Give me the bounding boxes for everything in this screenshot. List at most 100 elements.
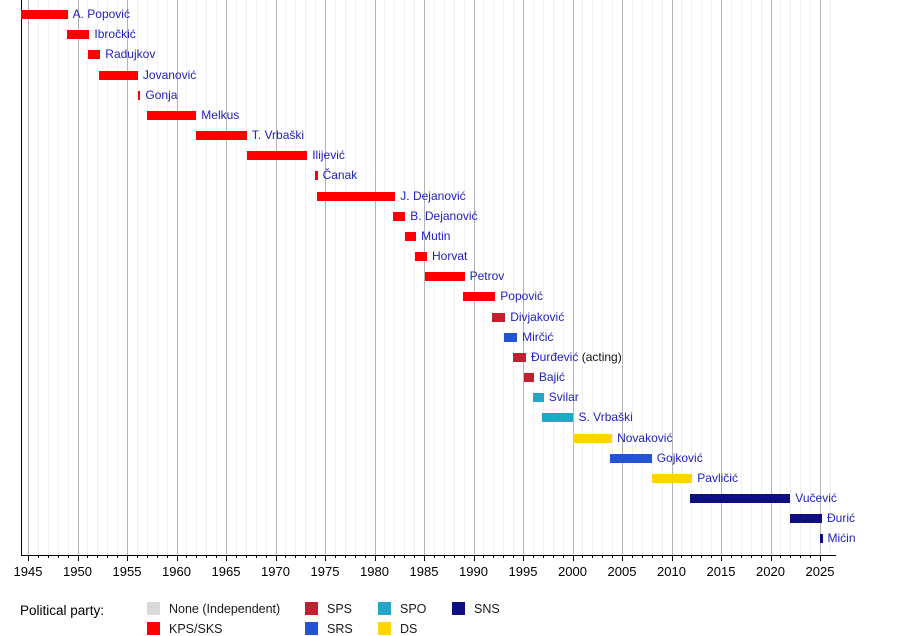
x-axis-minor-tick	[503, 555, 505, 558]
mayor-label: Vučević	[795, 491, 837, 506]
x-axis-minor-tick	[186, 555, 188, 558]
gridline-minor	[87, 0, 89, 555]
term-bar	[504, 332, 518, 342]
gridline-minor	[483, 0, 485, 555]
mayor-name: Horvat	[432, 249, 468, 263]
gridline-major	[523, 0, 524, 555]
x-axis-minor-tick	[47, 555, 49, 558]
gridline-major	[770, 0, 772, 555]
chart-plot-area: 1945 1950 1955 1960 1965 1970 1975 1980 1985 1990…	[14, 0, 856, 579]
x-axis-major-tick	[770, 555, 772, 561]
mayor-name: Popović	[500, 289, 543, 304]
x-axis-tick-label: 1995	[508, 564, 538, 579]
gridline-minor	[800, 0, 802, 555]
x-axis-minor-tick	[166, 555, 168, 558]
mayor-label: Melkus	[201, 108, 239, 123]
mayor-label: Jovanović	[143, 68, 196, 83]
mayor-label: Popović	[500, 289, 543, 304]
x-axis-minor-tick	[255, 555, 257, 558]
x-axis-tick-label: 1980	[360, 564, 389, 579]
gridline-minor	[196, 0, 198, 555]
x-axis-minor-tick	[265, 555, 267, 558]
gridline-minor	[394, 0, 396, 555]
term-bar	[425, 272, 465, 282]
gridline-major	[572, 0, 574, 555]
mayor-label: Ibročkić	[94, 27, 135, 42]
x-axis-tick-label: 2020	[756, 564, 785, 579]
x-axis-minor-tick	[463, 555, 465, 558]
gridline-minor	[661, 0, 663, 555]
gridline-minor	[740, 0, 742, 555]
mayor-label: Novaković	[617, 431, 672, 446]
x-axis-minor-tick	[760, 555, 762, 558]
mayor-name: B. Dejanović	[410, 208, 478, 223]
gridline-major	[127, 0, 128, 555]
gridline-minor	[305, 0, 307, 555]
x-axis-minor-tick	[453, 555, 455, 558]
mayor-label: Đurić	[827, 511, 855, 526]
gridline-minor	[493, 0, 495, 555]
x-axis-minor-tick	[87, 555, 89, 558]
x-axis-major-tick	[77, 555, 79, 561]
gridline-minor	[730, 0, 732, 555]
mayor-name: Svilar	[548, 390, 579, 405]
legend-label-srs: SRS	[327, 621, 353, 636]
term-bar	[146, 110, 197, 120]
mayor-name-suffix: (acting)	[578, 349, 622, 364]
gridline-minor	[582, 0, 584, 555]
x-axis-minor-tick	[433, 555, 435, 558]
x-axis-minor-tick	[404, 555, 406, 558]
gridline-minor	[532, 0, 534, 555]
x-axis-tick-label: 2000	[558, 564, 587, 579]
mayor-name: Ilijević	[312, 148, 345, 163]
mayor-label: Gonja	[145, 88, 177, 103]
gridline-minor	[47, 0, 49, 555]
x-axis-major-tick	[721, 555, 722, 561]
x-axis-major-tick	[424, 555, 425, 561]
x-axis-minor-tick	[196, 555, 198, 558]
gridline-minor	[691, 0, 693, 555]
x-axis-minor-tick	[57, 555, 59, 558]
mayor-name: S. Vrbaški	[578, 410, 633, 425]
x-axis-tick-label: 1950	[63, 564, 92, 579]
mayor-name: Mirčić	[522, 329, 554, 344]
legend-swatch-sns	[452, 602, 465, 615]
mayor-label: Svilar	[549, 390, 579, 405]
x-axis-minor-tick	[681, 555, 683, 558]
gridline-minor	[354, 0, 356, 555]
legend-label-sns: SNS	[474, 602, 500, 616]
mayor-label: Bajić	[539, 370, 565, 385]
x-axis-minor-tick	[136, 555, 138, 558]
x-axis-minor-tick	[443, 555, 445, 558]
x-axis-minor-tick	[146, 555, 148, 558]
x-axis-minor-tick	[701, 555, 703, 558]
term-bar	[572, 433, 613, 443]
gridline-minor	[107, 0, 109, 555]
gridline-minor	[384, 0, 386, 555]
term-bar	[196, 131, 247, 140]
gridline-minor	[503, 0, 505, 555]
x-axis-minor-tick	[384, 555, 386, 558]
gridline-minor	[760, 0, 762, 555]
gridline-minor	[711, 0, 713, 555]
gridline-major	[325, 0, 326, 555]
x-axis-line	[21, 555, 836, 556]
x-axis-major-tick	[523, 555, 524, 561]
mayor-label: Ilijević	[312, 148, 345, 163]
gridline-minor	[592, 0, 594, 555]
mayor-name: A. Popović	[72, 7, 130, 21]
x-axis-minor-tick	[305, 555, 307, 558]
x-axis-major-tick	[28, 555, 29, 561]
gridline-minor	[414, 0, 416, 555]
mayor-name: Gojković	[656, 450, 703, 465]
gridline-minor	[513, 0, 515, 555]
gridline-minor	[681, 0, 683, 555]
x-axis-minor-tick	[97, 555, 99, 558]
mayor-label: S. Vrbaški	[579, 410, 633, 425]
gridline-minor	[216, 0, 218, 555]
mayor-name: Melkus	[201, 107, 240, 122]
gridline-major	[374, 0, 376, 555]
legend-swatch-srs	[305, 621, 318, 635]
x-axis-minor-tick	[542, 555, 544, 558]
